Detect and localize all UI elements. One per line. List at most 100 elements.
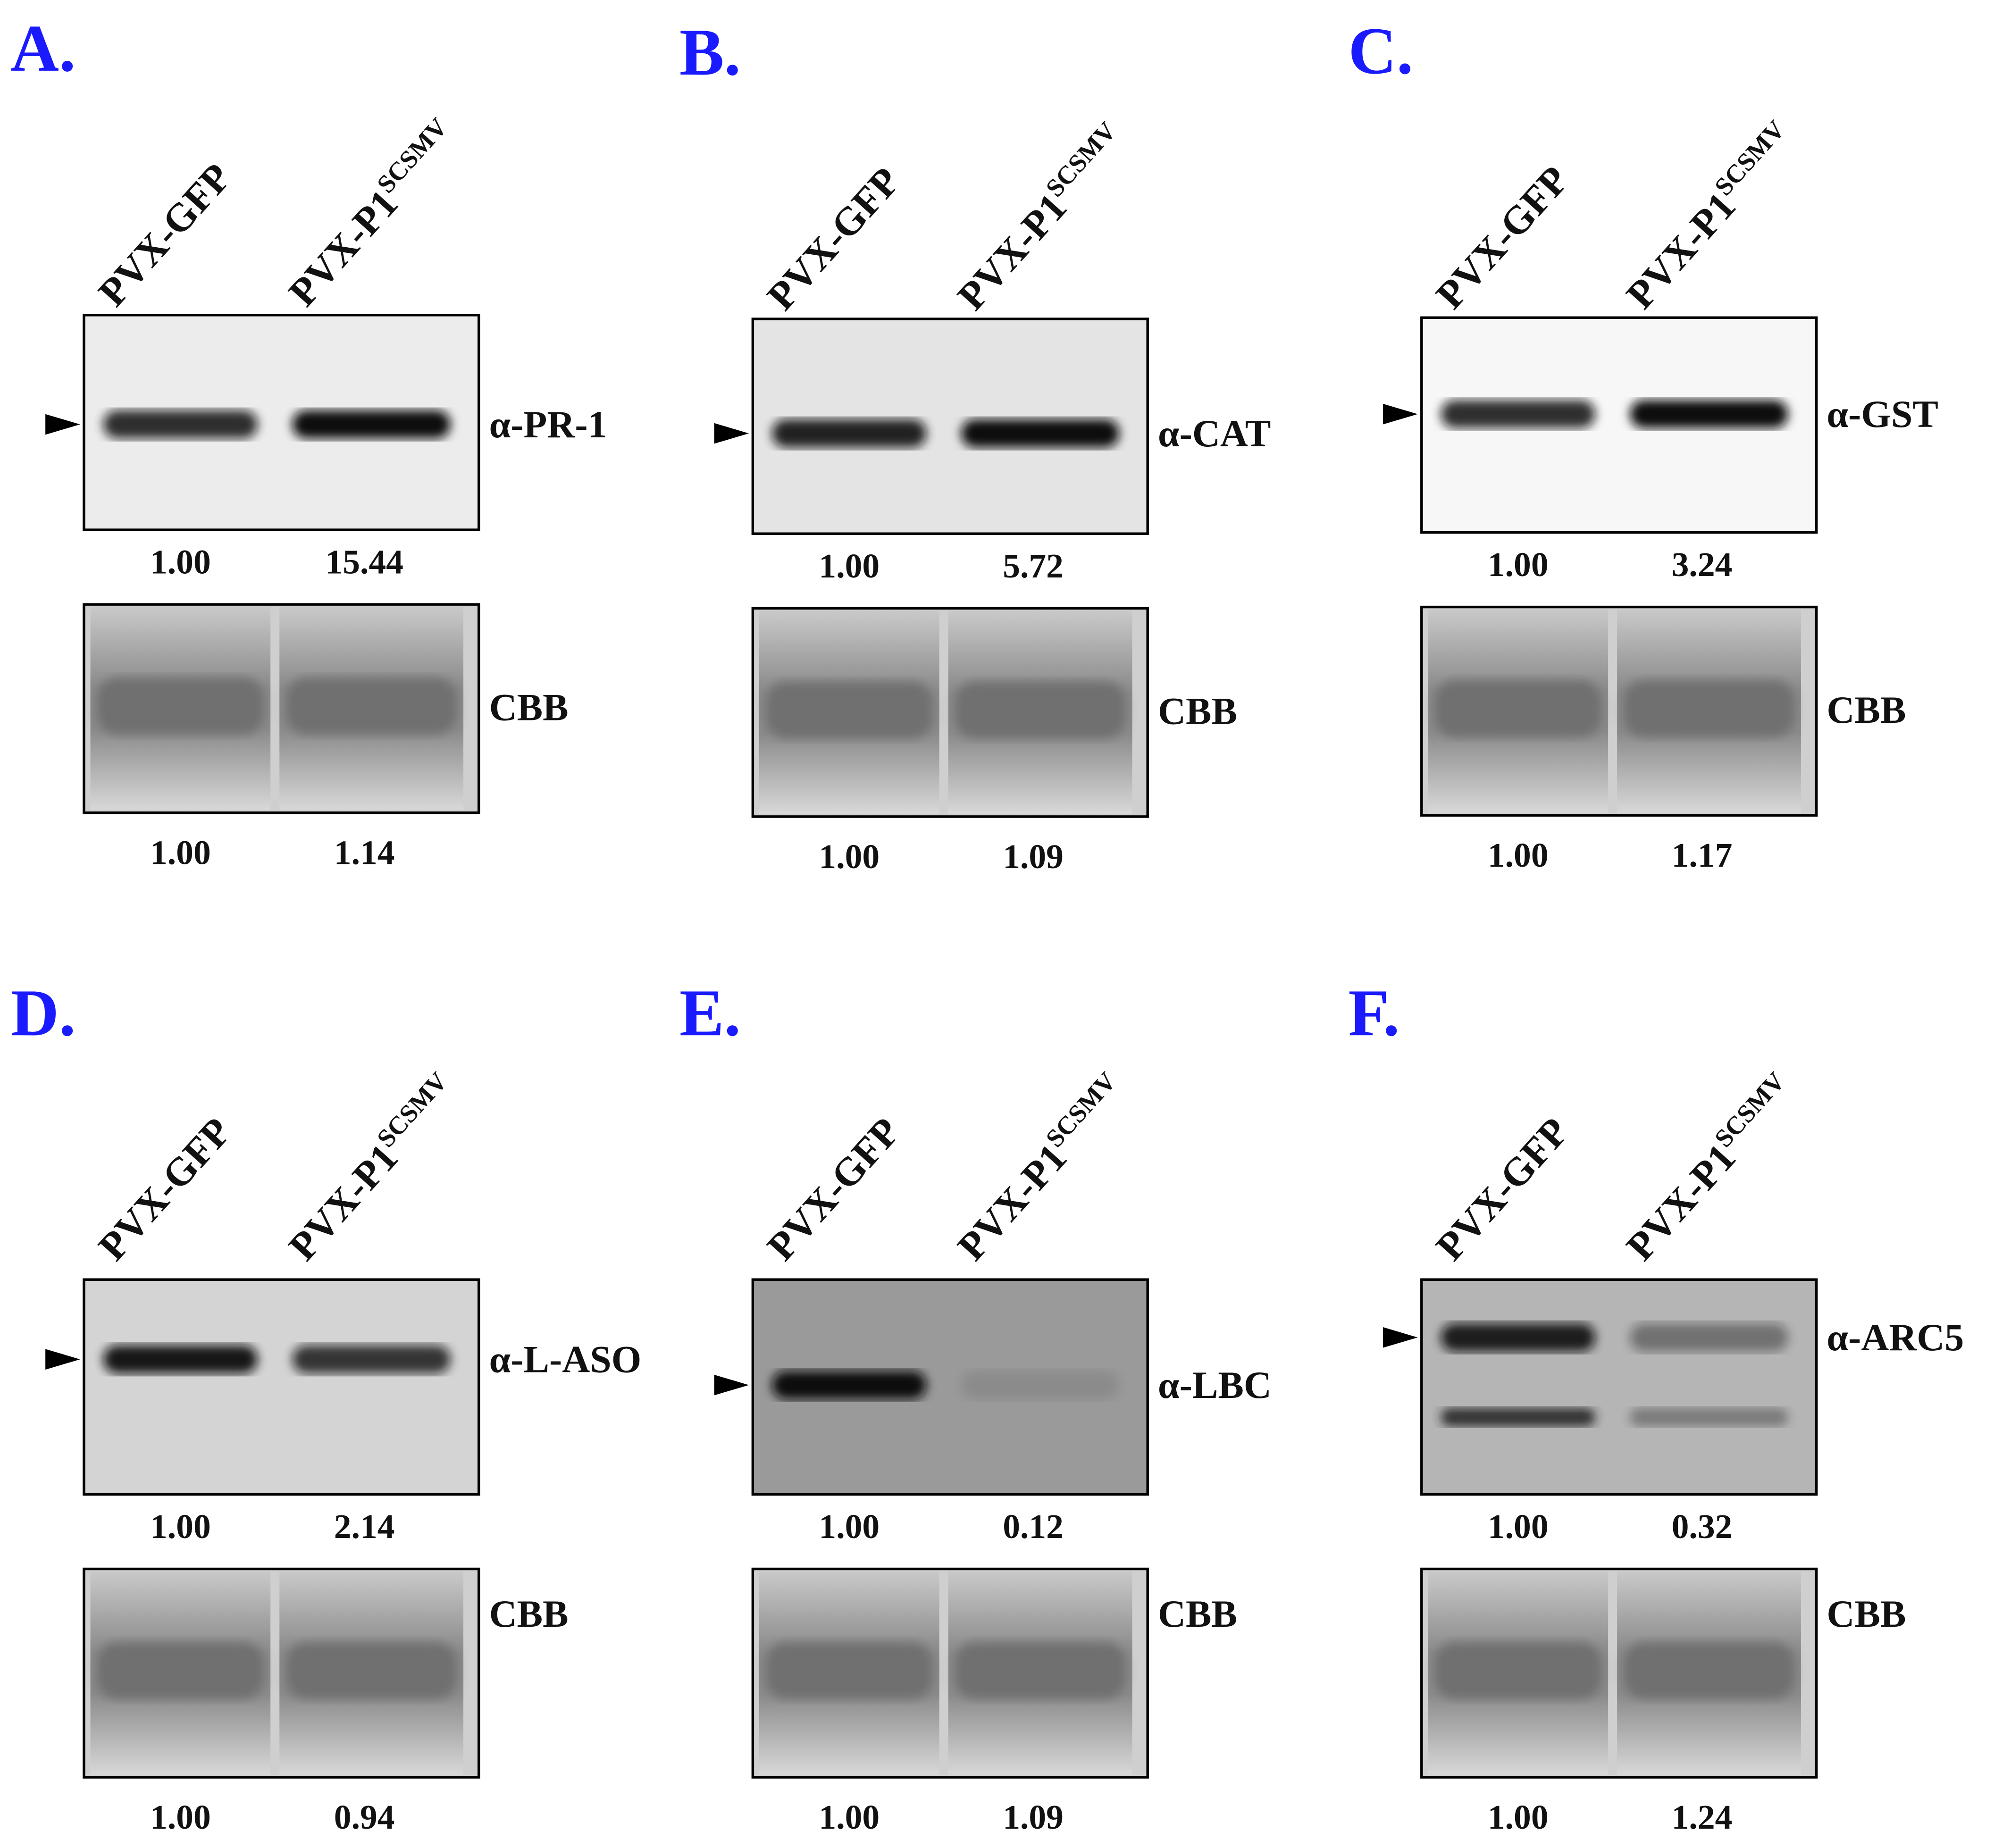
band-arrow: [45, 414, 80, 435]
blot-frame: [751, 1278, 1149, 1496]
lane-name: PVX-GFP: [759, 159, 909, 318]
stain-value: 0.94: [334, 1798, 395, 1836]
blot-value: 15.44: [325, 543, 403, 581]
panel: A.PVX-GFP PVX-P1SCSMV α-PR-1 1.00 15.44 CBB 1.…: [11, 11, 607, 872]
blot-value: 1.00: [150, 543, 211, 581]
stain-band: [765, 1642, 933, 1699]
stain-band: [1434, 1642, 1602, 1699]
lane-superscript: SCSMV: [371, 112, 453, 199]
blot-band: [103, 1345, 258, 1374]
lane-label: PVX-GFP: [1428, 158, 1577, 318]
lane-label: PVX-GFP: [759, 159, 909, 318]
blot-band: [292, 410, 451, 439]
blot-band: [1441, 400, 1595, 428]
blot-band: [1630, 1323, 1788, 1352]
blot-value: 0.12: [1003, 1507, 1064, 1546]
panel-label: E.: [679, 976, 741, 1050]
band-arrow: [1383, 1327, 1418, 1348]
stain-band: [955, 1642, 1126, 1699]
panel-label: B.: [679, 15, 741, 89]
blot-frame: [1420, 316, 1818, 534]
blot-band: [961, 1371, 1120, 1399]
lane-superscript: SCSMV: [1709, 1067, 1790, 1153]
panel: C.PVX-GFP PVX-P1SCSMV α-GST 1.00 3.24 CBB 1.00…: [1348, 14, 1938, 874]
blot-band: [961, 419, 1120, 448]
blot-value: 1.00: [819, 1507, 880, 1546]
stain-label: CBB: [1158, 1592, 1237, 1635]
stain-value: 1.00: [819, 1798, 880, 1836]
lane-superscript: SCSMV: [1040, 1067, 1122, 1153]
stain-label: CBB: [1827, 688, 1906, 731]
lane-name: PVX-GFP: [1428, 158, 1577, 318]
blot-value: 0.32: [1672, 1507, 1733, 1546]
blot-band: [1630, 400, 1788, 428]
lane-name: PVX-GFP: [90, 155, 240, 315]
antibody-label: α-L-ASO: [489, 1338, 642, 1380]
stain-value: 1.24: [1672, 1798, 1733, 1836]
blot-frame: [751, 318, 1149, 535]
antibody-label: α-GST: [1827, 393, 1938, 435]
lane-label: PVX-P1SCSMV: [947, 1067, 1135, 1269]
lane-name: PVX-P1: [281, 1136, 407, 1269]
stain-label: CBB: [489, 686, 569, 728]
stain-value: 1.17: [1672, 836, 1733, 874]
panel: F. PVX-GFP PVX-P1SCSMV α-ARC5 1.00 0.32 CBB 1.0…: [1348, 976, 1964, 1836]
stain-band: [1623, 680, 1795, 737]
panel-label: C.: [1348, 14, 1413, 88]
band-arrow: [45, 1349, 80, 1370]
lane-label: PVX-P1SCSMV: [278, 112, 467, 315]
stain-value: 1.00: [150, 833, 211, 872]
antibody-label: α-ARC5: [1827, 1316, 1964, 1359]
panel: E.PVX-GFP PVX-P1SCSMV α-LBC 1.00 0.12 CBB 1.00…: [679, 976, 1272, 1836]
blot-value: 1.00: [1488, 1507, 1549, 1546]
lane-name: PVX-P1: [281, 182, 407, 315]
lane-name: PVX-P1: [1618, 184, 1744, 317]
stain-value: 1.09: [1003, 1798, 1064, 1836]
stain-frame: [83, 1567, 480, 1779]
blot-band: [772, 1371, 927, 1399]
lane-label: PVX-P1SCSMV: [1616, 1067, 1804, 1269]
lane-superscript: SCSMV: [371, 1067, 453, 1153]
stain-band: [97, 1642, 264, 1699]
stain-label: CBB: [1158, 690, 1237, 733]
lane-name: PVX-P1: [949, 1136, 1075, 1269]
stain-band: [97, 677, 264, 735]
stain-label: CBB: [489, 1592, 569, 1635]
antibody-label: α-LBC: [1158, 1363, 1272, 1406]
blot-value: 1.00: [150, 1507, 211, 1546]
panel-label: D.: [11, 976, 76, 1050]
lane-label: PVX-GFP: [759, 1110, 909, 1269]
lane-label: PVX-GFP: [1428, 1110, 1577, 1269]
panel-label: A.: [11, 11, 76, 85]
stain-value: 1.00: [819, 837, 880, 876]
lane-name: PVX-GFP: [90, 1110, 240, 1269]
stain-band: [285, 1642, 457, 1699]
lane-label: PVX-GFP: [90, 155, 240, 315]
lane-superscript: SCSMV: [1709, 115, 1790, 201]
lane-name: PVX-GFP: [1428, 1110, 1577, 1269]
blot-band: [292, 1345, 451, 1374]
band-arrow: [714, 423, 749, 444]
blot-frame: [1420, 1278, 1818, 1496]
lane-label: PVX-P1SCSMV: [947, 116, 1135, 318]
panel: B.PVX-GFP PVX-P1SCSMV α-CAT 1.00 5.72 CBB 1.00…: [679, 15, 1271, 876]
band-arrow: [714, 1374, 749, 1396]
stain-value: 1.00: [1488, 1798, 1549, 1836]
lane-name: PVX-GFP: [759, 1110, 909, 1269]
lane-name: PVX-P1: [1618, 1136, 1744, 1269]
blot-frame: [83, 1278, 480, 1496]
band-arrow: [1383, 403, 1418, 425]
blot-value: 5.72: [1003, 546, 1064, 585]
blot-value: 1.00: [819, 546, 880, 585]
stain-label: CBB: [1827, 1592, 1906, 1635]
stain-value: 1.14: [334, 833, 395, 872]
antibody-label: α-PR-1: [489, 403, 607, 446]
stain-band: [765, 681, 933, 738]
blot-frame: [83, 314, 480, 531]
blot-band: [1630, 1408, 1788, 1426]
stain-frame: [751, 1567, 1149, 1779]
blot-value: 1.00: [1488, 545, 1549, 584]
lane-label: PVX-P1SCSMV: [278, 1067, 467, 1269]
stain-value: 1.09: [1003, 837, 1064, 876]
stain-frame: [1420, 605, 1818, 817]
